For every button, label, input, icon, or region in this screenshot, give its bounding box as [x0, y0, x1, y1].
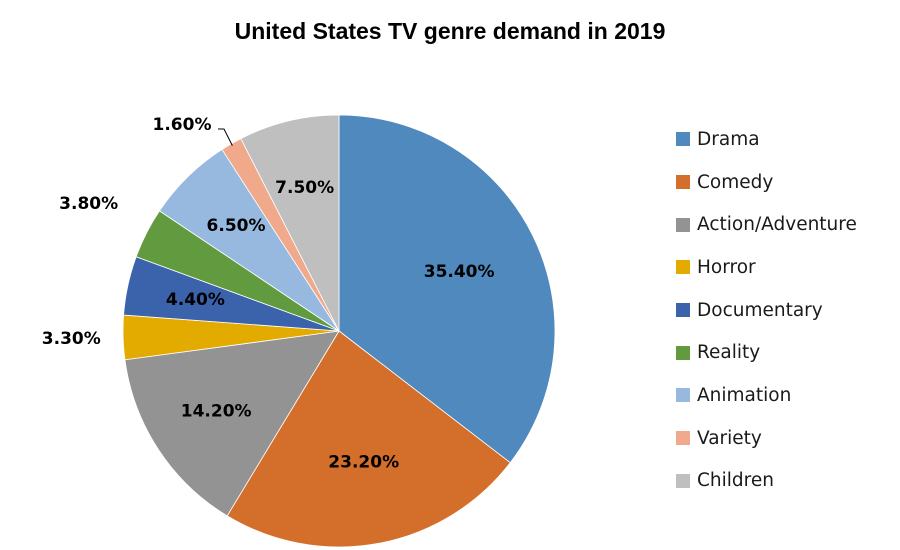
pie-slice-drama: [338, 114, 556, 464]
chart-title: United States TV genre demand in 2019: [234, 18, 666, 44]
data-label-reality: 3.80%: [59, 194, 118, 214]
legend-item-children: Children: [676, 460, 857, 503]
legend-swatch: [676, 260, 690, 275]
data-label-documentary: 4.40%: [166, 290, 225, 310]
legend-item-drama: Drama: [676, 118, 857, 161]
pie-slice-children: [240, 114, 340, 332]
legend-swatch: [676, 132, 690, 147]
legend-item-reality: Reality: [676, 331, 857, 374]
legend-item-documentary: Documentary: [676, 289, 857, 332]
data-label-action-adventure: 14.20%: [181, 402, 252, 422]
data-label-comedy: 23.20%: [328, 453, 399, 473]
data-label-animation: 6.50%: [207, 216, 266, 236]
leader-line-variety: [218, 128, 233, 146]
legend-label: Variety: [697, 427, 762, 449]
legend-label: Drama: [697, 128, 760, 150]
pie-slice-action-adventure: [124, 330, 340, 517]
legend-swatch: [676, 345, 690, 360]
pie-slice-comedy: [226, 330, 511, 548]
data-label-drama: 35.40%: [424, 262, 495, 282]
data-label-variety: 1.60%: [153, 115, 212, 135]
legend-swatch: [676, 303, 690, 318]
legend-swatch: [676, 431, 690, 446]
legend-label: Animation: [697, 384, 792, 406]
legend-swatch: [676, 217, 690, 232]
legend-label: Reality: [697, 342, 761, 364]
legend-label: Children: [697, 470, 774, 492]
legend: Drama Comedy Action/Adventure Horror Documen…: [676, 118, 857, 502]
data-label-horror: 3.30%: [42, 329, 101, 349]
legend-swatch: [676, 175, 690, 190]
legend-swatch: [676, 473, 690, 488]
legend-swatch: [676, 388, 690, 403]
legend-item-animation: Animation: [676, 374, 857, 417]
legend-label: Action/Adventure: [697, 214, 857, 236]
legend-label: Horror: [697, 256, 756, 278]
legend-item-horror: Horror: [676, 246, 857, 289]
legend-label: Comedy: [697, 171, 774, 193]
legend-item-variety: Variety: [676, 417, 857, 460]
data-label-children: 7.50%: [275, 178, 334, 198]
legend-label: Documentary: [697, 299, 823, 321]
legend-item-action-adventure: Action/Adventure: [676, 203, 857, 246]
legend-item-comedy: Comedy: [676, 161, 857, 204]
